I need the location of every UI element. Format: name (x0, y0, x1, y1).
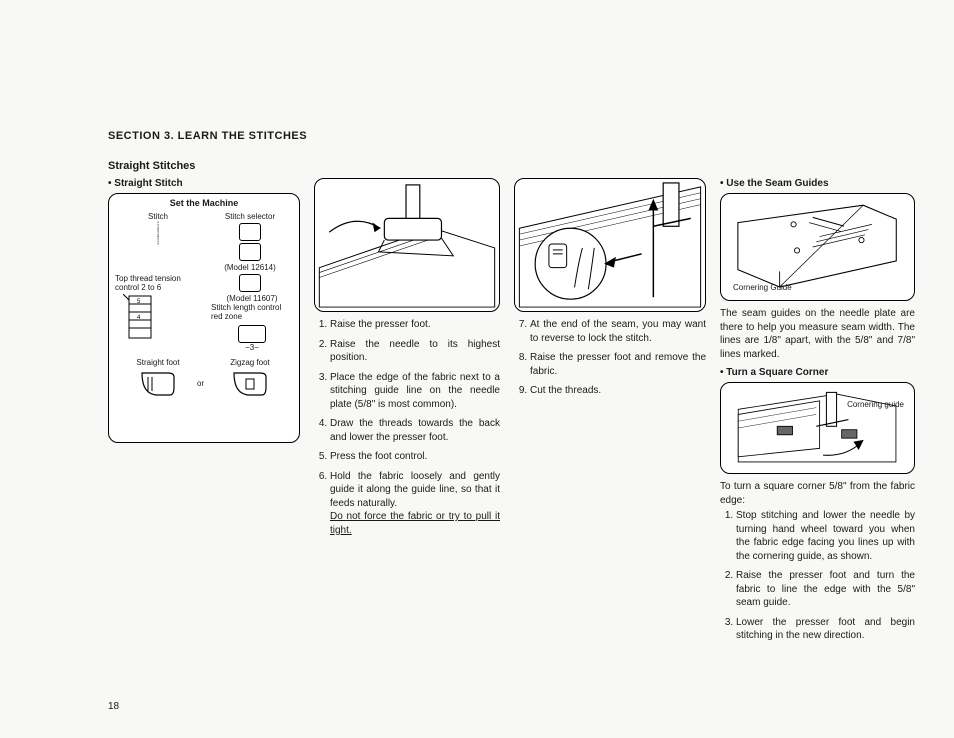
content-columns: Straight Stitch Set the Machine Stitch S… (108, 178, 916, 649)
label-num3: −3− (211, 343, 293, 352)
label-tension: Top thread tension control 2 to 6 (115, 274, 201, 292)
label-selector: Stitch selector (207, 212, 293, 221)
seam-end-figure (514, 178, 706, 312)
label-stitch-len: Stitch length control red zone (211, 303, 293, 321)
label-zigzag-foot: Zigzag foot (207, 358, 293, 367)
step-2: Raise the needle to its highest position… (330, 338, 500, 365)
straight-foot-icon (138, 369, 178, 399)
presser-foot-illustration-icon (315, 179, 499, 311)
seam-guides-illustration-icon (727, 200, 908, 294)
tension-dial-icon: 5 4 (123, 294, 157, 340)
column-mid-right: At the end of the seam, you may want to … (514, 178, 706, 404)
seam-guides-figure: Cornering Guide (720, 193, 915, 301)
selector-icon (239, 243, 261, 261)
step-3: Place the edge of the fabric next to a s… (330, 371, 500, 412)
len-control-icon (238, 325, 266, 343)
label-model-a: (Model 12614) (207, 263, 293, 272)
steps-list-1to6: Raise the presser foot. Raise the needle… (314, 318, 500, 537)
column-left: Straight Stitch Set the Machine Stitch S… (108, 178, 300, 449)
step-4: Draw the threads towards the back and lo… (330, 417, 500, 444)
step-1: Raise the presser foot. (330, 318, 500, 332)
corner-step-2: Raise the presser foot and turn the fabr… (736, 569, 915, 610)
square-corner-steps: Stop stitching and lower the needle by t… (720, 509, 915, 643)
step-6: Hold the fabric loosely and gently guide… (330, 470, 500, 538)
cornering-guide-label: Cornering Guide (733, 283, 792, 292)
cornering-guide-label-b: Cornering guide (847, 401, 904, 410)
section-title: SECTION 3. LEARN THE STITCHES (108, 130, 916, 142)
label-or: or (197, 379, 204, 388)
step-7: At the end of the seam, you may want to … (530, 318, 706, 345)
corner-step-3: Lower the presser foot and begin stitchi… (736, 616, 915, 643)
square-corner-intro: To turn a square corner 5/8" from the fa… (720, 480, 915, 507)
seam-guides-paragraph: The seam guides on the needle plate are … (720, 307, 915, 361)
label-model-b: (Model 11607) (211, 294, 293, 303)
square-corner-heading: Turn a Square Corner (720, 367, 915, 378)
straight-stitch-heading: Straight Stitch (108, 178, 300, 189)
label-stitch: Stitch (115, 212, 201, 221)
set-machine-title: Set the Machine (115, 198, 293, 208)
corner-step-1: Stop stitching and lower the needle by t… (736, 509, 915, 563)
presser-foot-figure (314, 178, 500, 312)
seam-guides-heading: Use the Seam Guides (720, 178, 915, 189)
step-6-warning: Do not force the fabric or try to pull i… (330, 511, 500, 536)
seam-end-illustration-icon (515, 179, 705, 311)
square-corner-figure: Cornering guide (720, 382, 915, 474)
label-straight-foot: Straight foot (115, 358, 201, 367)
step-8: Raise the presser foot and remove the fa… (530, 351, 706, 378)
step-5: Press the foot control. (330, 450, 500, 464)
page-number: 18 (108, 701, 119, 712)
subsection-title: Straight Stitches (108, 160, 916, 172)
selector-icon (239, 274, 261, 292)
column-mid-left: Raise the presser foot. Raise the needle… (314, 178, 500, 543)
zigzag-foot-icon (230, 369, 270, 399)
column-right: Use the Seam Guides Cornering Guide The … (720, 178, 915, 649)
steps-list-7to9: At the end of the seam, you may want to … (514, 318, 706, 398)
selector-icon (239, 223, 261, 241)
set-machine-figure: Set the Machine Stitch Stitch selector ┊… (108, 193, 300, 443)
step-9: Cut the threads. (530, 384, 706, 398)
